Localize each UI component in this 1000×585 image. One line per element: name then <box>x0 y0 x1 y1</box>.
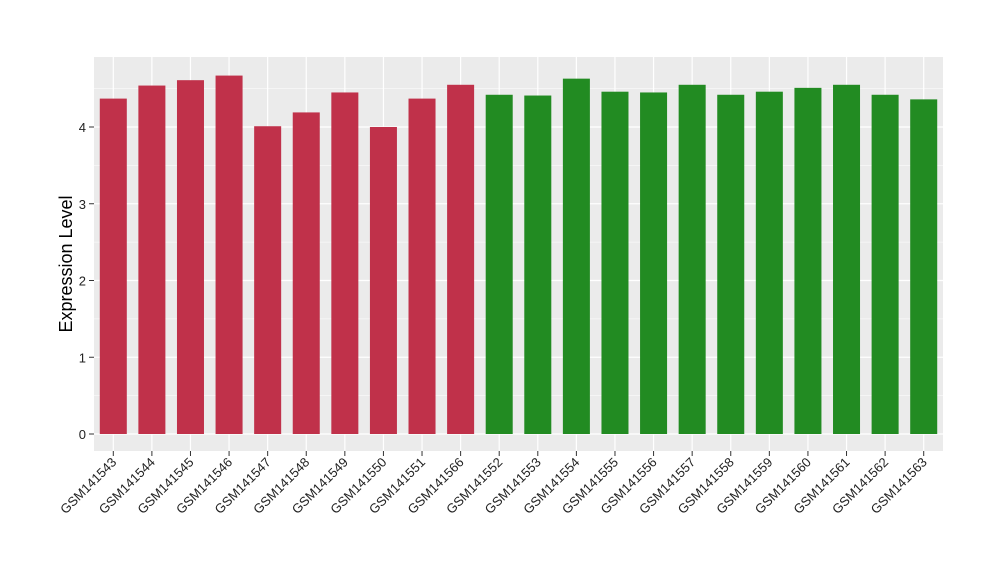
y-tick-label: 0 <box>79 427 86 442</box>
bar-GSM141545 <box>176 80 204 435</box>
bar-GSM141563 <box>910 99 938 435</box>
bar-GSM141543 <box>99 98 127 434</box>
y-tick-label: 4 <box>79 120 86 135</box>
bar-GSM141548 <box>292 112 320 434</box>
bar-GSM141562 <box>871 94 899 434</box>
bar-GSM141552 <box>485 94 513 434</box>
bar-GSM141566 <box>447 84 475 434</box>
bar-GSM141559 <box>755 91 783 434</box>
y-axis-title: Expression Level <box>56 195 76 332</box>
bar-GSM141550 <box>369 127 397 434</box>
y-tick-label: 1 <box>79 350 86 365</box>
bar-GSM141553 <box>524 95 552 434</box>
y-tick-label: 3 <box>79 197 86 212</box>
bar-GSM141551 <box>408 98 436 434</box>
bar-GSM141547 <box>254 126 282 435</box>
bar-GSM141549 <box>331 92 359 435</box>
bar-GSM141558 <box>717 94 745 434</box>
bar-GSM141546 <box>215 75 243 434</box>
bar-GSM141557 <box>678 84 706 434</box>
bar-GSM141554 <box>562 78 590 435</box>
y-tick-label: 2 <box>79 274 86 289</box>
bar-GSM141544 <box>138 85 166 435</box>
bar-GSM141555 <box>601 91 629 434</box>
bar-GSM141560 <box>794 87 822 435</box>
bar-GSM141561 <box>833 84 861 434</box>
bar-GSM141556 <box>640 92 668 435</box>
